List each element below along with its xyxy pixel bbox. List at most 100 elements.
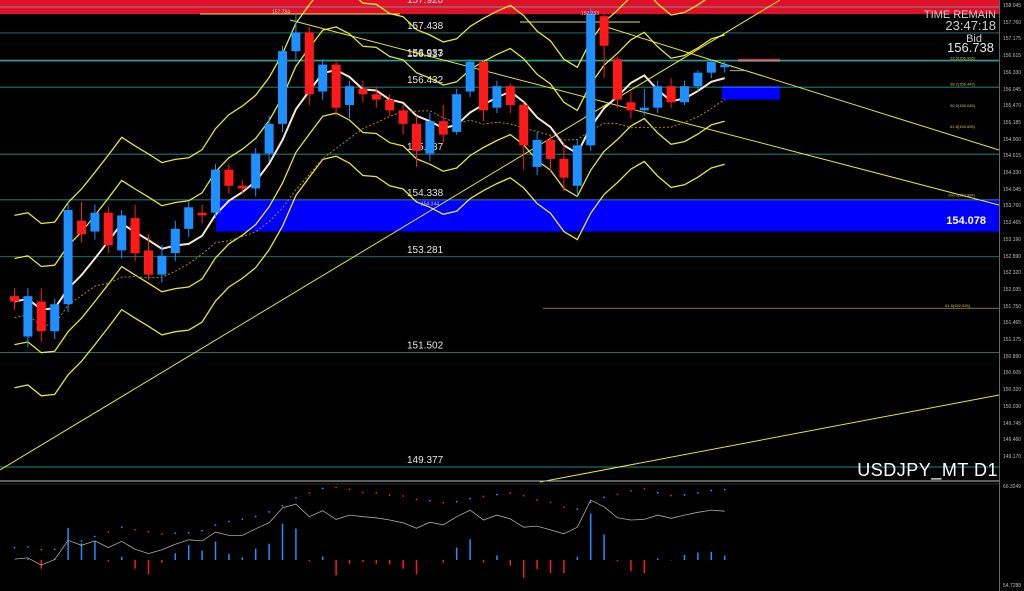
candle-body — [492, 86, 502, 108]
candle-body — [170, 228, 180, 254]
candle-body — [211, 169, 220, 213]
candle-body — [532, 139, 542, 167]
candle-body — [519, 104, 529, 146]
level-label: 154.338 — [407, 188, 444, 199]
axis-tick-label: 154.045 — [1003, 186, 1022, 193]
oscillator-dot — [134, 528, 137, 531]
slow-average-line — [14, 98, 725, 327]
candle-body — [465, 61, 475, 92]
fib-label: 23.6(156.926) — [950, 56, 976, 61]
axis-tick-label: 156.045 — [1003, 86, 1022, 93]
oscillator-dot — [67, 543, 69, 546]
axis-tick-label: 156.615 — [1003, 53, 1022, 60]
oscillator-dot — [147, 530, 150, 533]
candle-body — [103, 212, 113, 245]
oscillator-dot — [442, 501, 445, 504]
axis-tick-label: 155.470 — [1003, 103, 1022, 110]
oscillator-dot — [161, 533, 163, 535]
axis-tick-label: 154.900 — [1003, 136, 1022, 143]
time-remain-label: TIME REMAIN — [923, 9, 996, 21]
axis-tick-label: 149.745 — [1003, 420, 1022, 427]
oscillator-dot — [509, 492, 512, 494]
axis-tick-label: 157.760 — [1003, 19, 1022, 26]
oscillator-dot — [656, 491, 659, 494]
candle-body — [237, 185, 247, 189]
fib-label: 50.0(156.048) — [950, 103, 976, 108]
candle-body — [117, 215, 127, 251]
candle-body — [412, 123, 421, 151]
oscillator-dot — [335, 486, 337, 489]
oscillator-dot — [576, 508, 579, 511]
oscillator-dot — [107, 531, 110, 533]
oscillator-dot — [402, 495, 404, 497]
axis-tick-label: 149.170 — [1003, 453, 1022, 460]
candle-body — [706, 61, 716, 73]
level-label: 153.281 — [407, 245, 444, 256]
extrema-label: 157.733 — [581, 11, 599, 17]
axis-tick-label: 152.890 — [1003, 253, 1022, 260]
candle-body — [130, 218, 140, 254]
axis-tick-label: 151.175 — [1003, 337, 1022, 343]
oscillator-dot — [643, 488, 646, 490]
oscillator-dot — [174, 532, 177, 535]
oscillator-dot — [388, 494, 391, 497]
candle-body — [50, 304, 60, 332]
axis-tick-label: 158.045 — [1003, 3, 1022, 9]
candle-body — [291, 32, 301, 52]
candle-body — [425, 121, 435, 154]
oscillator-dot — [723, 488, 726, 491]
marker-box — [722, 86, 780, 100]
oscillator-dot — [710, 489, 713, 492]
axis-tick-label: 151.465 — [1003, 320, 1022, 327]
axis-tick-label: 149.460 — [1003, 437, 1022, 444]
candle-body — [586, 13, 596, 146]
oscillator-dot — [563, 506, 565, 508]
oscillator-dot — [362, 491, 364, 494]
candle-body — [371, 94, 381, 100]
oscillator-dot — [683, 494, 686, 496]
axis-tick-label: 152.320 — [1003, 270, 1022, 277]
level-label: 151.502 — [407, 341, 444, 352]
axis-tick-label: 153.465 — [1003, 220, 1022, 227]
candle-body — [197, 212, 207, 216]
oscillator-dot — [281, 504, 284, 507]
oscillator-dot — [201, 529, 204, 532]
candle-body — [318, 64, 328, 92]
candle-body — [184, 207, 194, 229]
oscillator-dot — [630, 489, 632, 492]
candle-body — [680, 86, 689, 103]
oscillator-dot — [120, 526, 123, 529]
oscillator-dot — [536, 498, 538, 501]
oscillator-dot — [268, 510, 270, 513]
candle-body — [398, 110, 408, 124]
oscillator-dot — [27, 546, 29, 548]
oscillator-dot — [697, 492, 699, 494]
candle-body — [144, 250, 153, 275]
bid-label: Bid — [966, 33, 982, 45]
candle-body — [63, 209, 73, 305]
candle-body — [479, 61, 488, 111]
candle-body — [693, 72, 703, 87]
candle-body — [224, 169, 234, 186]
price-axis[interactable]: 158.045 157.760 157.175 156.615 156.330 156.0… — [999, 0, 1024, 591]
axis-tick-label: 154.330 — [1003, 170, 1022, 176]
candle-body — [358, 88, 368, 95]
oscillator-dot — [254, 515, 257, 518]
subwindow-tick-label: 54.7288 — [1003, 583, 1022, 589]
axis-tick-label: 152.035 — [1003, 286, 1022, 293]
axis-tick-label: 150.890 — [1003, 353, 1022, 360]
level-label: 157.438 — [407, 21, 444, 32]
axis-tick-label: 156.330 — [1003, 69, 1022, 76]
oscillator-dot — [228, 520, 230, 523]
candle-body — [90, 212, 100, 232]
candle-body — [77, 220, 86, 235]
symbol-label: USDJPY_MT D1 — [857, 460, 998, 480]
oscillator-dot — [469, 497, 471, 500]
candle-body — [546, 139, 555, 159]
demand-zone — [216, 199, 999, 232]
oscillator-dot — [375, 491, 378, 494]
oscillator-dot — [348, 488, 351, 491]
axis-tick-label: 151.750 — [1003, 303, 1022, 310]
